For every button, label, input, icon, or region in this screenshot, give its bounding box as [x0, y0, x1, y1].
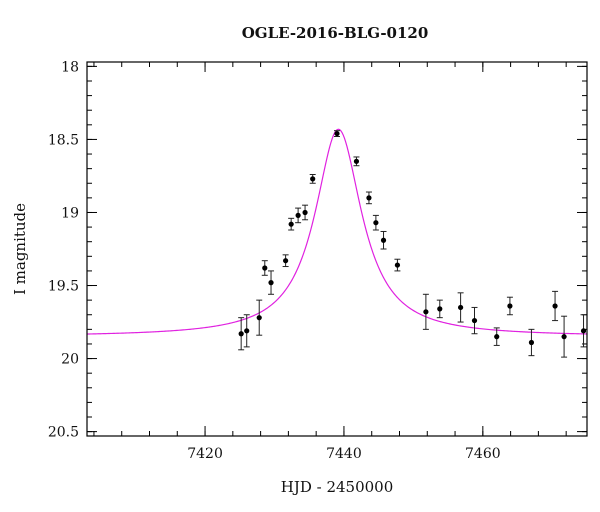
data-point: [561, 334, 567, 340]
model-curve: [86, 128, 588, 335]
data-point: [256, 315, 262, 321]
data-point: [268, 280, 274, 286]
data-point: [552, 303, 558, 309]
data-point: [494, 334, 500, 340]
x-tick-label: 7420: [187, 446, 223, 462]
y-tick-label: 18: [61, 59, 79, 75]
data-point: [283, 258, 289, 264]
data-point: [353, 158, 360, 164]
x-axis-label: HJD - 2450000: [281, 478, 394, 496]
data-point: [580, 328, 587, 334]
axis-ticks: [87, 62, 587, 436]
data-point: [458, 304, 464, 311]
x-tick-label: 7460: [465, 446, 501, 462]
data-point: [423, 309, 429, 315]
y-tick-label: 20: [61, 352, 79, 368]
y-tick-label: 19: [61, 205, 79, 221]
data-point: [334, 130, 340, 137]
data-point: [380, 237, 387, 243]
data-point: [310, 176, 316, 182]
data-point: [295, 212, 301, 218]
data-point: [471, 317, 478, 324]
y-tick-label: 19.5: [48, 279, 79, 295]
data-point: [366, 195, 372, 201]
data-point: [288, 221, 294, 227]
y-tick-label: 20.5: [48, 425, 79, 441]
data-point: [394, 262, 401, 268]
data-point: [244, 328, 250, 334]
data-point: [507, 303, 513, 309]
data-point: [528, 339, 535, 346]
data-point: [437, 306, 443, 312]
axis-tick-labels: 7420 7440 7460 18 18.5 19 19.5 20 20.5: [48, 59, 501, 462]
chart-title: OGLE-2016-BLG-0120: [242, 24, 429, 42]
data-point: [373, 220, 379, 226]
y-tick-label: 18.5: [48, 132, 79, 148]
plot-frame: [86, 61, 588, 437]
y-axis-label: I magnitude: [11, 203, 29, 295]
data-point: [262, 265, 268, 271]
data-point: [302, 209, 308, 216]
x-tick-label: 7440: [326, 446, 362, 462]
data-point: [238, 331, 244, 337]
data-points: [238, 130, 587, 358]
